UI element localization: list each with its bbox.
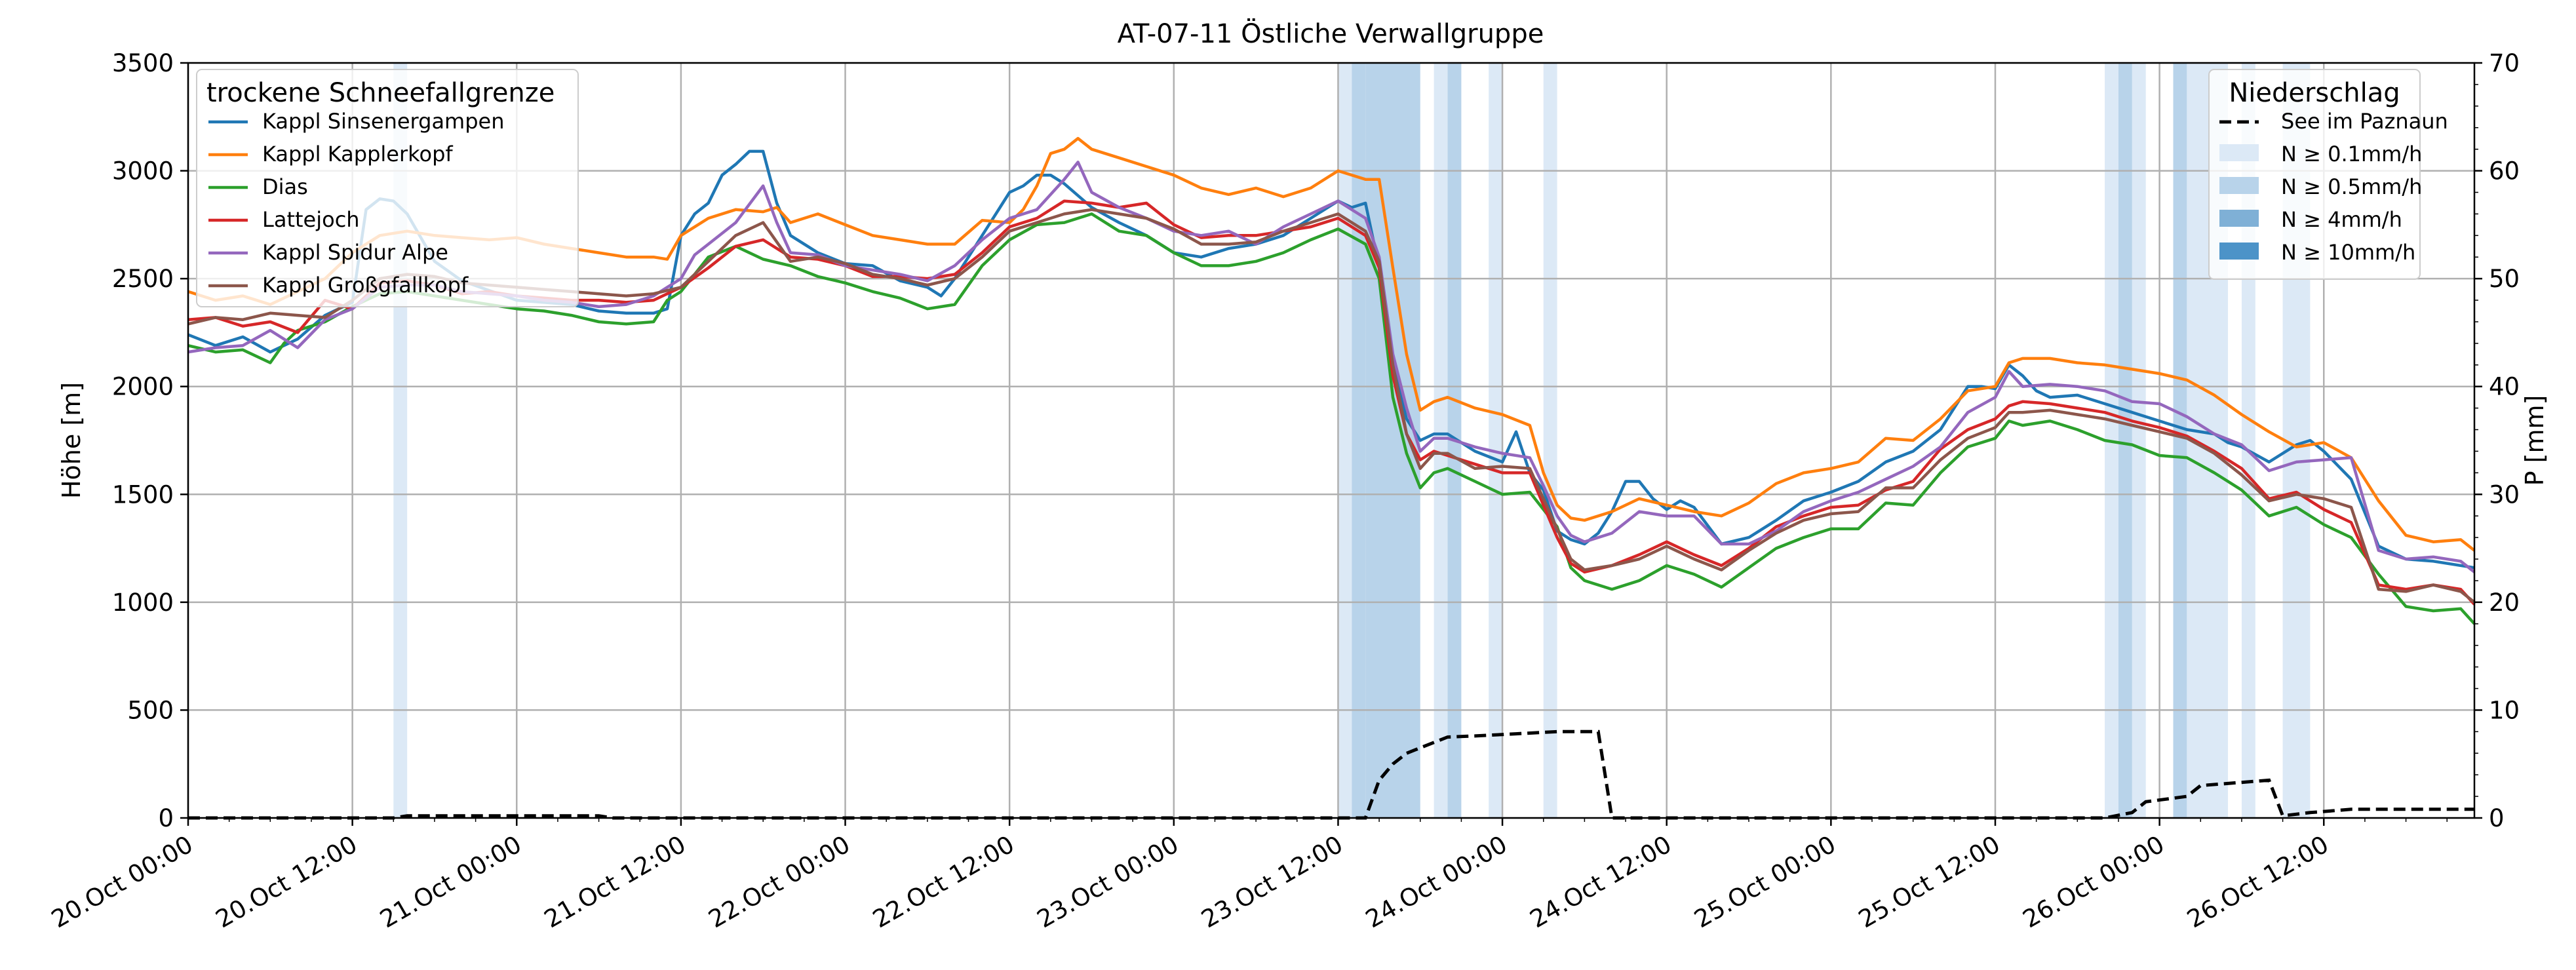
- legend-right-label-line: See im Paznaun: [2281, 109, 2448, 134]
- legend-left: trockene Schneefallgrenze Kappl Sinsener…: [196, 69, 579, 307]
- y-tick-label-left-2: 1000: [112, 589, 174, 617]
- y-tick-label-right-2: 20: [2489, 589, 2520, 617]
- series-layer: [187, 136, 2476, 625]
- y-tick-label-left-7: 3500: [112, 49, 174, 77]
- precip-band-6: [1489, 63, 1503, 818]
- plot-frame: [187, 62, 2476, 819]
- legend-left-items: Kappl Sinsenergampen Kappl Kapplerkopf Dia…: [208, 109, 505, 298]
- y-tick-label-left-4: 2000: [112, 373, 174, 401]
- legend-left-label-2: Dias: [262, 174, 308, 199]
- y-tick-label-right-4: 40: [2489, 373, 2520, 401]
- y-tick-label-right-0: 0: [2489, 804, 2505, 832]
- y-axis-title-right: P [mm]: [2520, 395, 2549, 486]
- y-axis-title-left: Höhe [m]: [57, 382, 86, 499]
- y-tick-label-right-3: 30: [2489, 480, 2520, 509]
- legend-left-label-4: Kappl Spidur Alpe: [262, 240, 448, 265]
- legend-right-label-2: N ≥ 4mm/h: [2281, 207, 2402, 232]
- precip-band-2: [1352, 63, 1366, 818]
- precip-band-4: [1434, 63, 1448, 818]
- precip-band-1: [1338, 63, 1352, 818]
- y-tick-label-right-6: 60: [2489, 157, 2520, 185]
- legend-right-label-3: N ≥ 10mm/h: [2281, 240, 2415, 265]
- legend-right-box: [2208, 69, 2421, 280]
- y-tick-label-left-0: 0: [158, 804, 174, 832]
- series-line-3: [187, 199, 2476, 606]
- precip-band-9: [2118, 63, 2132, 818]
- legend-left-title: trockene Schneefallgrenze: [206, 78, 555, 108]
- series-line-5: [187, 208, 2476, 604]
- legend-right-label-1: N ≥ 0.5mm/h: [2281, 174, 2422, 199]
- legend-right-swatch-2: [2219, 210, 2259, 227]
- chart-title: AT-07-11 Östliche Verwallgruppe: [1118, 18, 1544, 49]
- y-tick-label-left-1: 500: [127, 696, 174, 724]
- series-line-1: [187, 136, 2476, 552]
- y-tick-label-right-7: 70: [2489, 49, 2520, 77]
- legend-right-swatch-1: [2219, 177, 2259, 194]
- legend-right: Niederschlag See im Paznaun N ≥ 0.1mm/h N …: [2208, 69, 2448, 280]
- legend-left-label-3: Lattejoch: [262, 207, 360, 232]
- precip-band-3: [1365, 63, 1420, 818]
- y-tick-label-left-3: 1500: [112, 480, 174, 509]
- y-tick-label-left-6: 3000: [112, 157, 174, 185]
- precip-band-7: [1543, 63, 1557, 818]
- legend-right-label-0: N ≥ 0.1mm/h: [2281, 142, 2422, 166]
- legend-right-items: See im Paznaun N ≥ 0.1mm/h N ≥ 0.5mm/h N ≥ …: [2219, 109, 2448, 265]
- y-tick-label-left-5: 2500: [112, 265, 174, 293]
- series-line-4: [187, 161, 2476, 573]
- legend-right-title: Niederschlag: [2229, 78, 2400, 108]
- legend-left-label-0: Kappl Sinsenergampen: [262, 109, 505, 134]
- legend-left-label-5: Kappl Großgfallkopf: [262, 273, 469, 298]
- y-tick-label-right-1: 10: [2489, 696, 2520, 724]
- precip-band-10: [2132, 63, 2146, 818]
- precip-bands: [393, 63, 2311, 818]
- y-tick-label-right-5: 50: [2489, 265, 2520, 293]
- precip-band-11: [2173, 63, 2187, 818]
- legend-right-swatch-0: [2219, 144, 2259, 161]
- legend-right-swatch-3: [2219, 242, 2259, 260]
- legend-left-box: [196, 69, 579, 307]
- legend-left-label-1: Kappl Kapplerkopf: [262, 142, 453, 166]
